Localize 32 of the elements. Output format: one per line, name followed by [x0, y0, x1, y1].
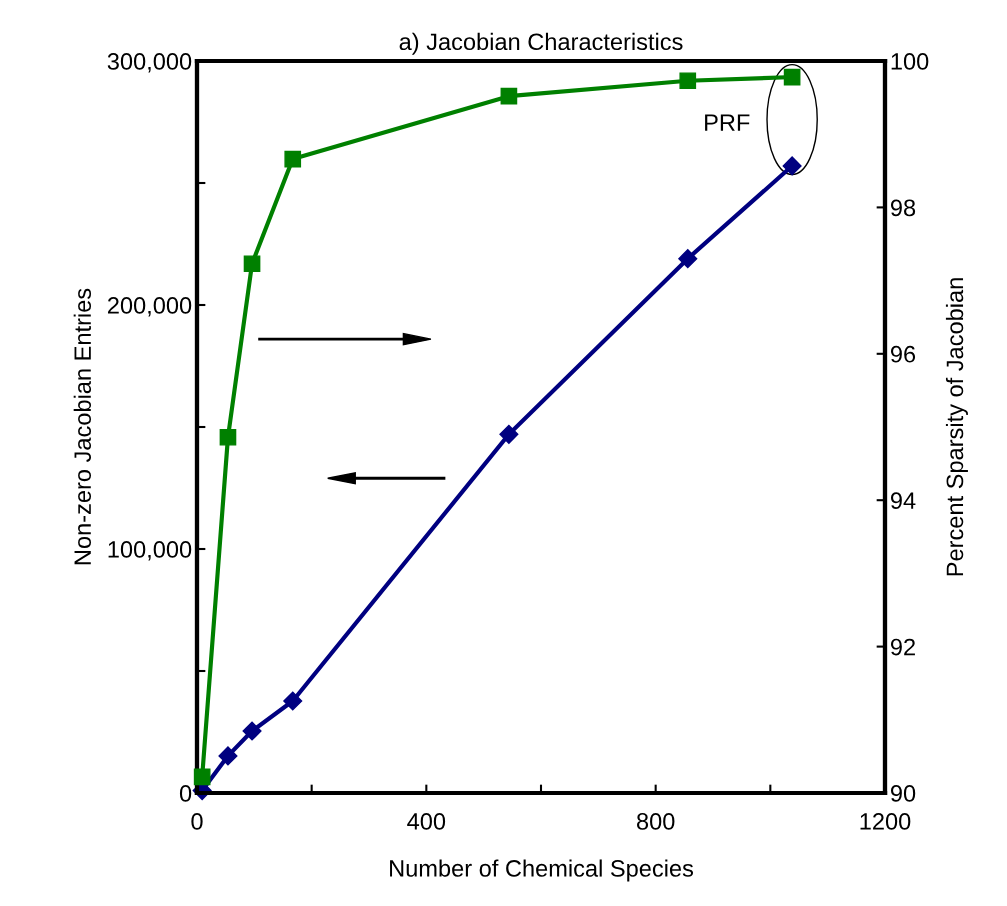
- y2-tick-label: 100: [891, 53, 929, 70]
- y-tick-label: 200,000: [107, 297, 192, 317]
- y2-tick-label: 94: [890, 492, 916, 509]
- point: [782, 156, 802, 176]
- point: [679, 72, 697, 90]
- point: [283, 691, 303, 711]
- point: [783, 68, 801, 86]
- chart-title: a) Jacobian Characteristics: [399, 32, 683, 55]
- point: [243, 255, 261, 273]
- y-tick-label: 100,000: [108, 541, 192, 561]
- x-axis-title: Number of Chemical Species: [390, 859, 694, 882]
- y-axis-title: Non-zero Jacobian Entries: [73, 288, 92, 565]
- y-tick-label: 300,000: [107, 53, 192, 73]
- x-tick-label: 1200: [860, 813, 911, 830]
- x-tick-label: 0: [191, 813, 203, 830]
- y-tick-label: 0: [179, 785, 192, 802]
- point: [678, 249, 698, 269]
- y2-axis-title: Percent Sparsity of Jacobian: [945, 278, 968, 576]
- y2-tick-label: 96: [890, 345, 916, 363]
- x-tick-label: 800: [637, 813, 675, 830]
- y2-tick-label: 98: [890, 199, 916, 217]
- x-tick-label: 400: [407, 813, 446, 830]
- point: [500, 87, 518, 105]
- y2-tick-label: 90: [890, 785, 916, 802]
- y2-tick-label: 92: [890, 638, 915, 656]
- annotation: PRF: [705, 114, 750, 131]
- point: [193, 768, 211, 786]
- point: [242, 721, 262, 741]
- point: [219, 428, 237, 446]
- point: [218, 746, 238, 766]
- point: [284, 150, 302, 168]
- point: [499, 424, 519, 444]
